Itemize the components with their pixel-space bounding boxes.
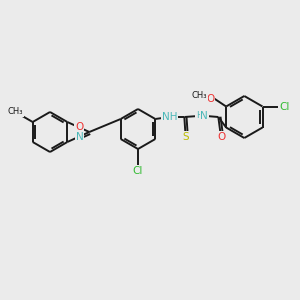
Text: CH₃: CH₃ [7,107,23,116]
Text: Cl: Cl [133,166,143,176]
Text: NH: NH [162,112,177,122]
Text: Cl: Cl [279,101,290,112]
Text: O: O [75,122,83,133]
Text: O: O [206,94,214,103]
Text: H: H [196,110,203,119]
Text: O: O [217,132,225,142]
Text: S: S [182,132,189,142]
Text: N: N [76,131,83,142]
Text: N: N [200,111,208,121]
Text: CH₃: CH₃ [191,91,207,100]
